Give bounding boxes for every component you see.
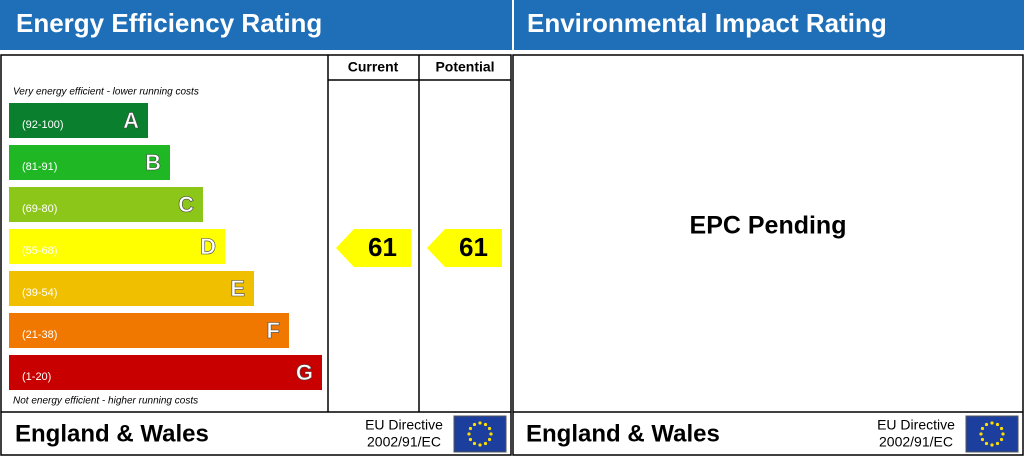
eu-star bbox=[984, 422, 989, 427]
eu-star bbox=[990, 443, 994, 447]
table-frame bbox=[0, 54, 1024, 456]
eu-flag bbox=[453, 415, 507, 453]
column-header: Potential bbox=[435, 59, 494, 75]
band-range: (69-80) bbox=[22, 203, 57, 215]
eu-star bbox=[487, 437, 492, 442]
band-letter: C bbox=[178, 192, 194, 217]
title: Energy Efficiency Rating bbox=[16, 8, 322, 38]
eu-star bbox=[483, 422, 488, 427]
band-bar bbox=[9, 187, 203, 222]
eu-star bbox=[487, 426, 492, 431]
band-range: (21-38) bbox=[22, 329, 57, 341]
region: England & Wales bbox=[15, 420, 209, 447]
eu-flag bbox=[965, 415, 1019, 453]
band-letter: D bbox=[200, 234, 216, 259]
note: Very energy efficient - lower running co… bbox=[13, 87, 199, 98]
directive: EU Directive bbox=[365, 417, 443, 433]
band-range: (55-68) bbox=[22, 245, 57, 257]
band-letter: F bbox=[267, 318, 280, 343]
band-bar bbox=[9, 103, 148, 138]
eu-star bbox=[483, 441, 488, 446]
header-bar bbox=[0, 0, 512, 50]
band-bar bbox=[9, 145, 170, 180]
eu-star bbox=[467, 432, 471, 436]
band-letter: E bbox=[230, 276, 245, 301]
eu-star bbox=[468, 437, 473, 442]
rating-arrow bbox=[427, 229, 502, 267]
band-bar bbox=[9, 355, 322, 390]
header-bar bbox=[514, 0, 1024, 50]
eu-star bbox=[478, 421, 482, 425]
band-range: (92-100) bbox=[22, 119, 64, 131]
eu-star bbox=[999, 437, 1004, 442]
eu-star bbox=[489, 432, 493, 436]
band-range: (39-54) bbox=[22, 287, 57, 299]
band-letter: A bbox=[123, 108, 139, 133]
eu-star bbox=[995, 441, 1000, 446]
title: Environmental Impact Rating bbox=[527, 8, 887, 38]
directive-number: 2002/91/EC bbox=[879, 434, 953, 450]
status: EPC Pending bbox=[690, 212, 847, 240]
note: Not energy efficient - higher running co… bbox=[13, 396, 198, 407]
eu-star bbox=[984, 441, 989, 446]
eu-star bbox=[980, 426, 985, 431]
rating-value: 61 bbox=[459, 232, 488, 262]
eu-star bbox=[468, 426, 473, 431]
directive-number: 2002/91/EC bbox=[367, 434, 441, 450]
eu-star bbox=[1001, 432, 1005, 436]
eu-star bbox=[990, 421, 994, 425]
band-letter: G bbox=[296, 360, 313, 385]
band-range: (81-91) bbox=[22, 161, 57, 173]
eu-star bbox=[472, 441, 477, 446]
band-letter: B bbox=[145, 150, 161, 175]
eu-star bbox=[999, 426, 1004, 431]
eu-star bbox=[979, 432, 983, 436]
column-header: Current bbox=[348, 59, 399, 75]
band-bar bbox=[9, 271, 254, 306]
rating-arrow bbox=[336, 229, 411, 267]
region: England & Wales bbox=[526, 420, 720, 447]
rating-value: 61 bbox=[368, 232, 397, 262]
eu-star bbox=[980, 437, 985, 442]
band-bar bbox=[9, 229, 225, 264]
directive: EU Directive bbox=[877, 417, 955, 433]
eu-star bbox=[478, 443, 482, 447]
eu-star bbox=[995, 422, 1000, 427]
band-range: (1-20) bbox=[22, 371, 51, 383]
band-bar bbox=[9, 313, 289, 348]
eu-star bbox=[472, 422, 477, 427]
